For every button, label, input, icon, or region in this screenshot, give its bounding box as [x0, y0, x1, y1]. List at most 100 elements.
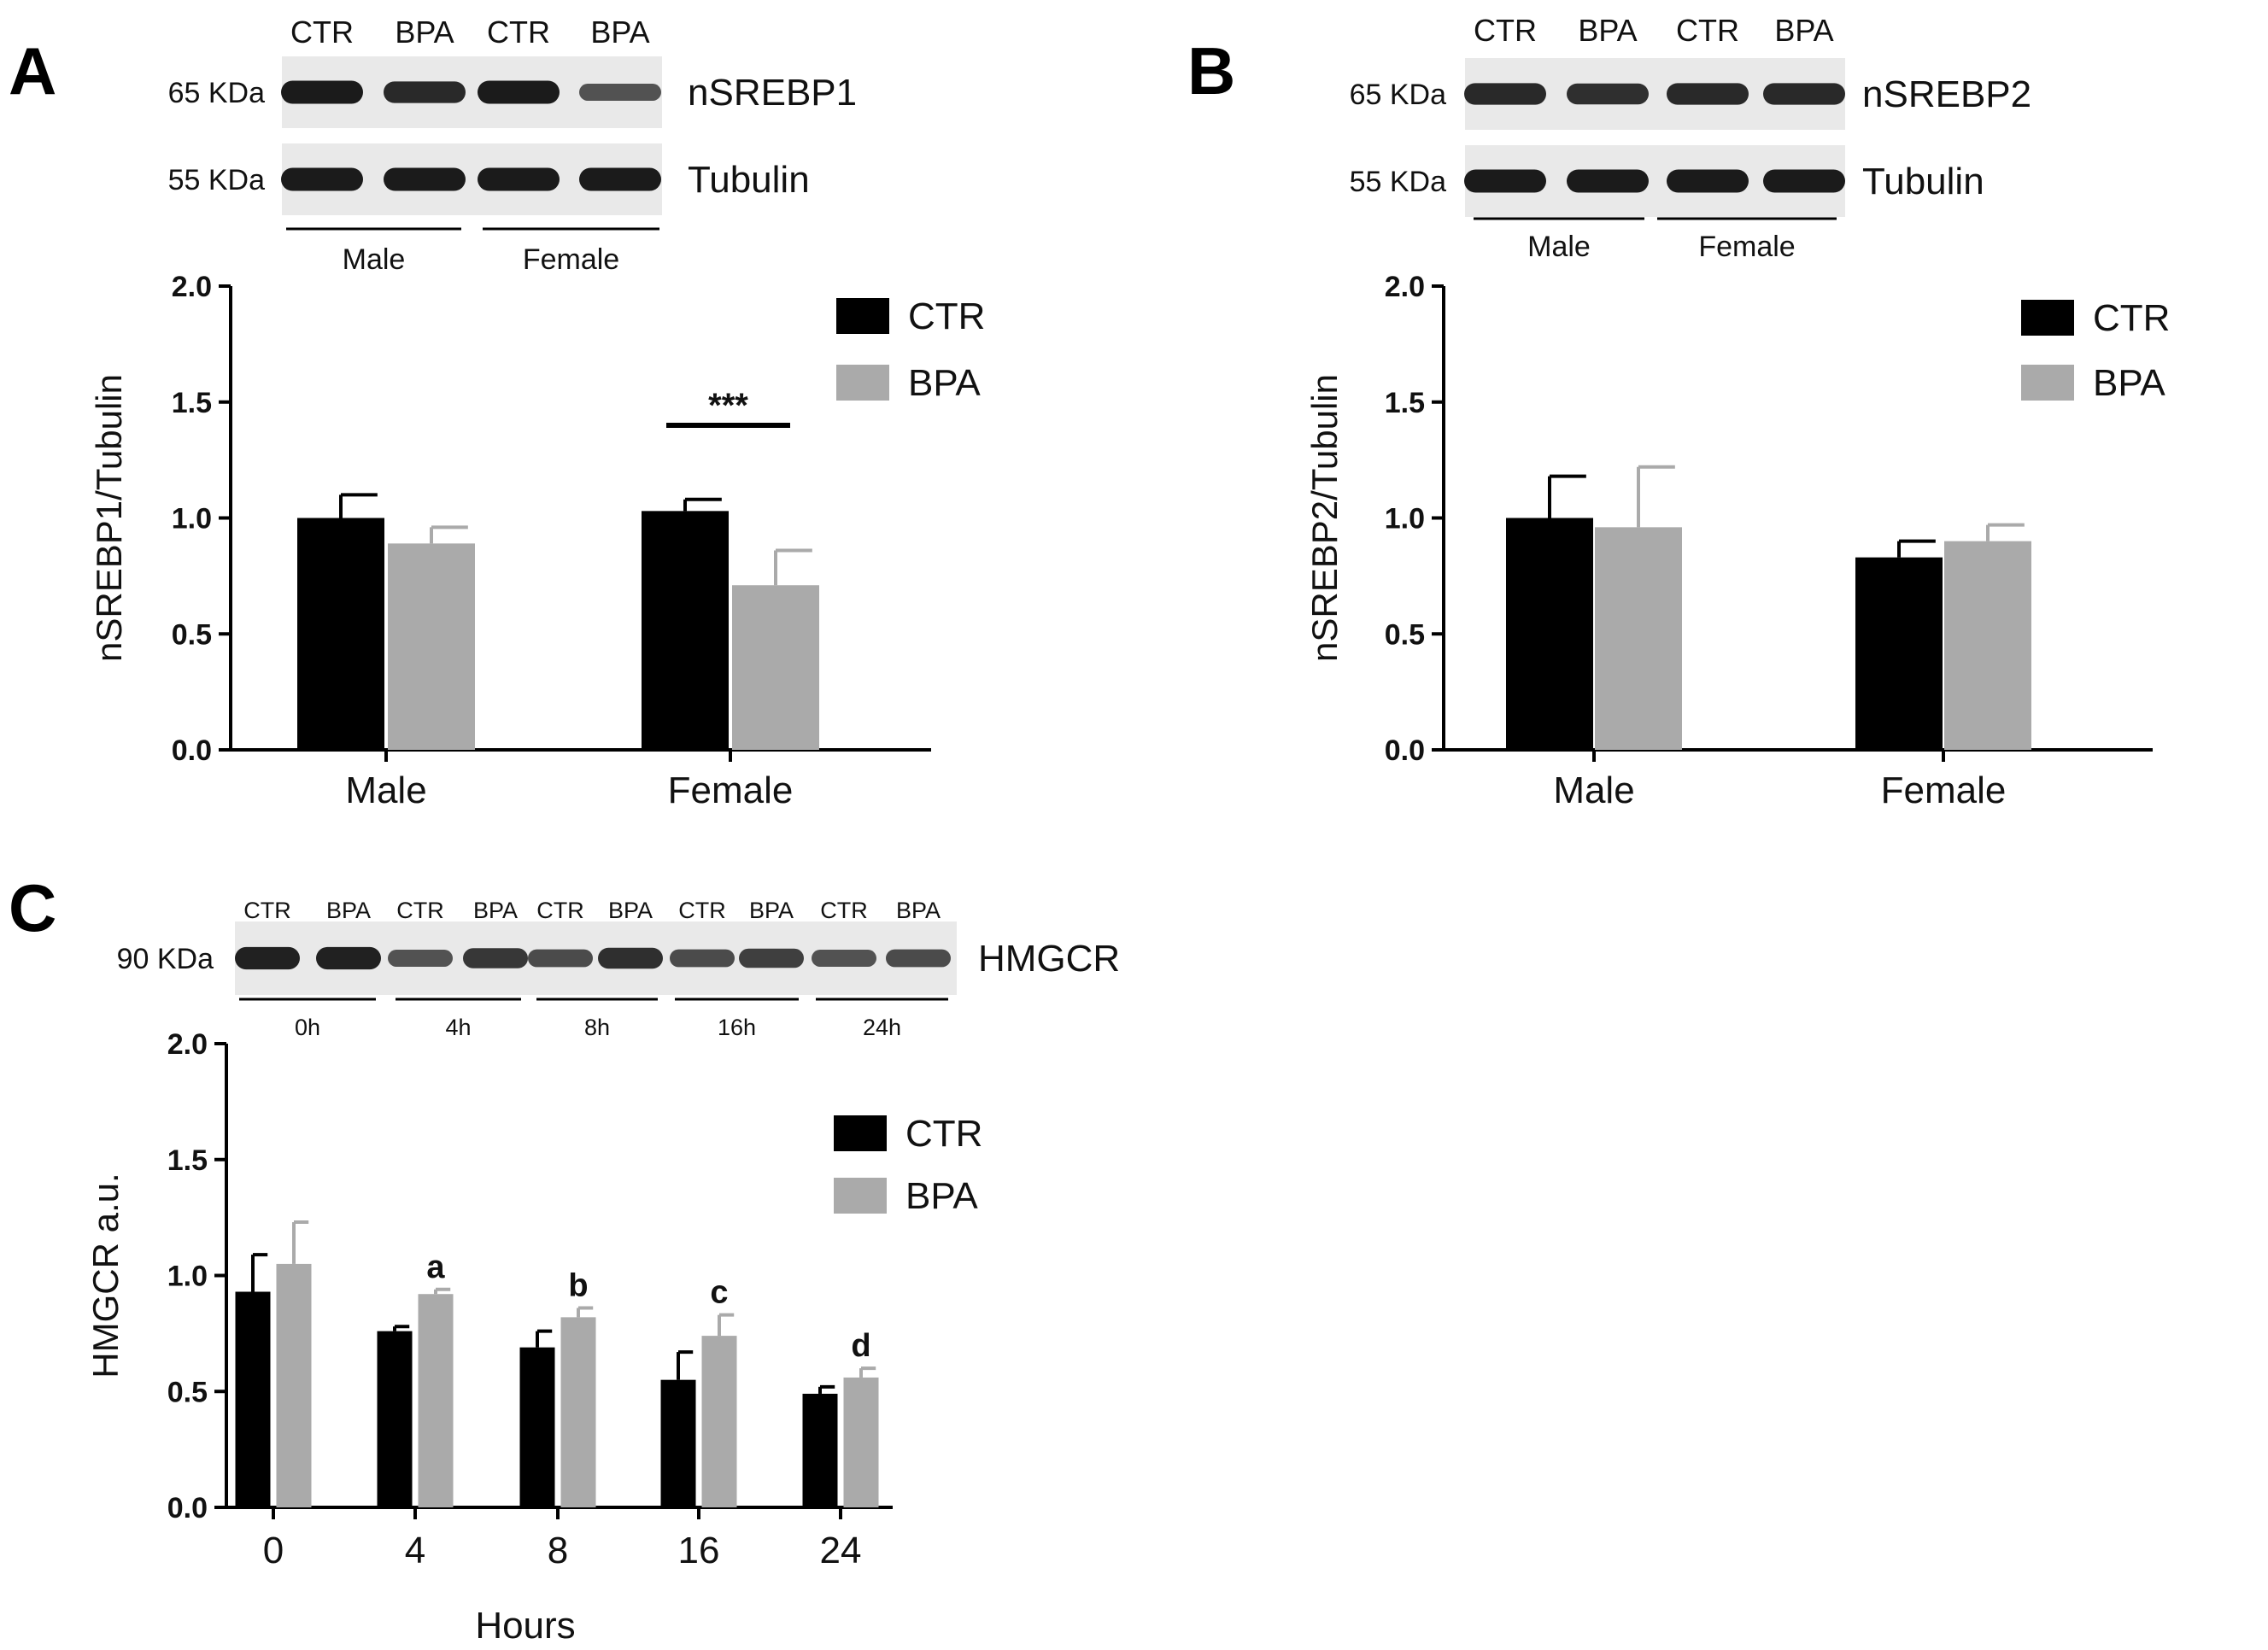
legend-swatch	[2021, 300, 2074, 336]
blot-band	[886, 949, 951, 968]
legend-label: CTR	[905, 1113, 982, 1155]
x-tick-label: 0	[263, 1530, 284, 1571]
bar	[642, 511, 729, 750]
bar	[297, 518, 384, 750]
y-tick-label: 1.5	[172, 387, 212, 419]
blot-band	[1567, 83, 1649, 105]
series-bpa	[1595, 465, 2031, 750]
western-blot: CTR BPA CTR BPA 65 KDa nSREBP1 55 KDa Tubulin Ma…	[168, 15, 858, 276]
blot-lane-label: CTR	[396, 898, 444, 923]
legend: CTR BPA	[2021, 297, 2170, 404]
blot-band	[1763, 83, 1845, 105]
protein-label: Tubulin	[1862, 161, 1984, 202]
blot-group-label: 4h	[445, 1015, 471, 1040]
y-tick-label: 1.0	[172, 503, 212, 535]
western-blot: CTR BPA CTR BPA CTR BPA CTR BPA CTR BPA 90 KDa HMGC…	[117, 898, 1121, 1040]
x-axis-label: Hours	[475, 1605, 575, 1647]
bar-chart: 0.0 0.5 1.0 1.5 2.0 HMGCR a.u. 0 4 8 16 24 Hours a b c…	[85, 1028, 982, 1647]
panel-label: C	[9, 870, 56, 945]
blot-group-label: Female	[523, 243, 619, 276]
blot-band	[1667, 83, 1749, 105]
legend-label: BPA	[2093, 362, 2165, 404]
y-axis-label: nSREBP1/Tubulin	[89, 374, 129, 662]
bar-chart: 0.0 0.5 1.0 1.5 2.0 nSREBP2/Tubulin Male Female…	[1304, 271, 2170, 811]
protein-label: HMGCR	[978, 938, 1120, 980]
bar	[1506, 518, 1593, 750]
blot-band	[670, 949, 735, 968]
y-tick-label: 0.0	[1385, 734, 1425, 767]
x-tick-label: 8	[548, 1530, 568, 1571]
blot-lane-label: CTR	[678, 898, 726, 923]
blot-band	[388, 950, 453, 967]
blot-group-label: Male	[343, 243, 406, 276]
panel-label: B	[1187, 33, 1235, 108]
bar	[560, 1317, 596, 1507]
series-ctr	[235, 1253, 838, 1507]
y-tick-label: 1.5	[1385, 387, 1425, 419]
protein-label: nSREBP1	[688, 72, 857, 114]
blot-band	[1667, 169, 1749, 193]
molecular-weight-label: 65 KDa	[1350, 79, 1446, 111]
bar	[519, 1347, 555, 1507]
blot-band	[1464, 169, 1546, 193]
x-tick-label: Female	[1881, 769, 2007, 811]
blot-lane-label: BPA	[326, 898, 371, 923]
blot-lane-label: CTR	[243, 898, 291, 923]
y-tick-label: 1.5	[167, 1144, 208, 1177]
legend-label: CTR	[908, 295, 985, 337]
bar	[802, 1393, 838, 1507]
bar	[418, 1294, 454, 1507]
series-bpa	[388, 525, 819, 750]
blot-band	[478, 167, 560, 191]
legend-swatch	[836, 365, 889, 401]
y-tick-label: 0.5	[1385, 618, 1425, 651]
significance-label: c	[710, 1275, 728, 1311]
panel-c: C CTR BPA CTR BPA CTR BPA CTR BPA CTR BPA 90 KDa HMG…	[9, 870, 1120, 1647]
blot-band	[281, 80, 363, 104]
y-axis-label: HMGCR a.u.	[85, 1173, 126, 1378]
series-ctr	[1506, 474, 1943, 750]
legend-label: BPA	[905, 1175, 978, 1217]
blot-band	[1464, 83, 1546, 105]
legend: CTR BPA	[836, 295, 985, 404]
blot-band	[579, 167, 661, 191]
series-ctr	[297, 493, 729, 750]
significance-label: a	[426, 1249, 445, 1285]
legend-label: CTR	[2093, 297, 2170, 339]
y-tick-label: 2.0	[167, 1028, 208, 1061]
panel-b: B CTR BPA CTR BPA 65 KDa nSREBP2 55 KDa Tubulin M…	[1187, 13, 2170, 811]
molecular-weight-label: 55 KDa	[1350, 166, 1446, 198]
bar	[660, 1379, 696, 1507]
significance-label: d	[851, 1328, 870, 1364]
western-blot: CTR BPA CTR BPA 65 KDa nSREBP2 55 KDa Tubulin Ma…	[1350, 13, 2032, 263]
significance-label: b	[568, 1268, 588, 1304]
blot-lane-label: BPA	[590, 15, 649, 50]
blot-band	[1763, 169, 1845, 193]
y-tick-label: 1.0	[1385, 503, 1425, 535]
bar	[235, 1291, 271, 1507]
legend-swatch	[834, 1115, 887, 1151]
bar	[1944, 541, 2031, 750]
y-tick-label: 0.5	[172, 618, 212, 651]
legend-swatch	[836, 298, 889, 334]
blot-band	[384, 81, 466, 103]
panel-label: A	[9, 33, 56, 108]
significance-label: ***	[708, 387, 748, 424]
blot-lane-label: BPA	[1774, 13, 1833, 48]
blot-band	[463, 948, 528, 968]
bar	[276, 1263, 312, 1507]
blot-lane-label: CTR	[820, 898, 868, 923]
x-tick-label: 24	[820, 1530, 862, 1571]
bar	[377, 1331, 413, 1507]
legend-swatch	[834, 1178, 887, 1214]
y-tick-label: 0.0	[167, 1492, 208, 1524]
bar-chart: 0.0 0.5 1.0 1.5 2.0 nSREBP1/Tubulin Male Female…	[89, 271, 985, 811]
bar	[1595, 527, 1682, 750]
molecular-weight-label: 55 KDa	[168, 164, 265, 196]
x-tick-label: 16	[678, 1530, 720, 1571]
bar	[1855, 557, 1943, 750]
blot-lane-label: BPA	[896, 898, 941, 923]
blot-band	[316, 946, 381, 970]
blot-band	[384, 167, 466, 191]
y-tick-label: 2.0	[172, 271, 212, 303]
